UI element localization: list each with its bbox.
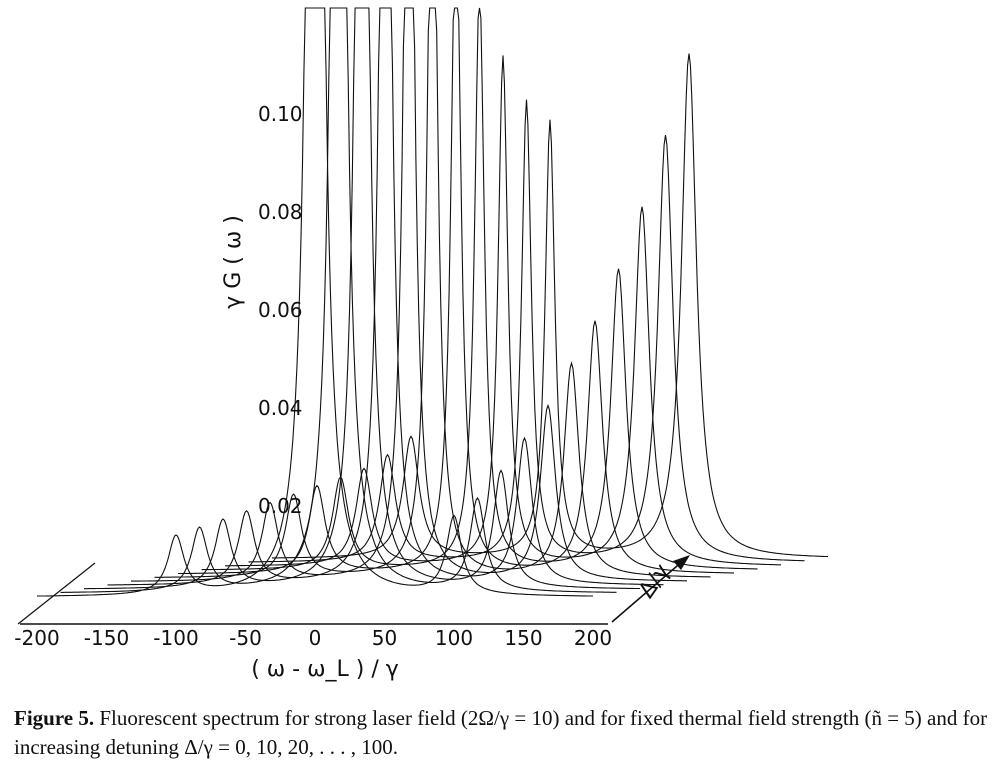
depth-axis-arrow [611,555,690,623]
spectrum-curves [36,7,829,597]
x-tick-label: 150 [504,626,542,650]
depth-axis-line [17,562,96,625]
spectrum-trace-0 [36,7,593,597]
x-tick-label: 0 [309,626,322,650]
x-tick-label: -100 [153,626,198,650]
y-tick-label: 0.10 [258,102,303,126]
caption-label: Figure 5. [14,706,95,730]
x-tick-label: -50 [229,626,262,650]
spectrum-trace-90 [248,99,805,563]
x-axis-label: ( ω - ω_L ) / γ [251,657,399,682]
y-tick-label: 0.04 [258,396,303,420]
waterfall-chart: -200 -150 -100 -50 0 50 100 150 200 0.02 0.04 0.06… [14,7,829,682]
spectrum-trace-30 [107,7,664,586]
spectrum-trace-80 [225,55,782,567]
spectrum-trace-100 [272,53,829,559]
spectrum-trace-20 [84,7,640,590]
figure-caption: Figure 5. Fluorescent spectrum for stron… [14,704,989,762]
figure-area: -200 -150 -100 -50 0 50 100 150 200 0.02 0.04 0.06… [14,7,829,682]
x-tick-label: -150 [84,626,129,650]
spectrum-trace-10 [60,7,617,593]
caption-text: Fluorescent spectrum for strong laser fi… [14,706,988,759]
x-tick-labels: -200 -150 -100 -50 0 50 100 150 200 [14,626,612,650]
x-tick-label: 50 [372,626,397,650]
y-axis-label: γ G ( ω ) [221,215,246,309]
spectrum-trace-70 [201,7,758,571]
y-tick-labels: 0.02 0.04 0.06 0.08 0.10 [258,102,303,518]
x-tick-label: 200 [574,626,612,650]
spectrum-trace-40 [131,7,687,582]
y-tick-label: 0.06 [258,298,303,322]
x-tick-label: 100 [435,626,473,650]
spectrum-trace-50 [154,7,711,578]
depth-axis-label: Δ/γ [634,560,675,603]
y-tick-label: 0.08 [258,200,303,224]
y-tick-label: 0.02 [258,494,303,518]
spectrum-trace-60 [178,7,734,575]
x-tick-label: -200 [14,626,59,650]
